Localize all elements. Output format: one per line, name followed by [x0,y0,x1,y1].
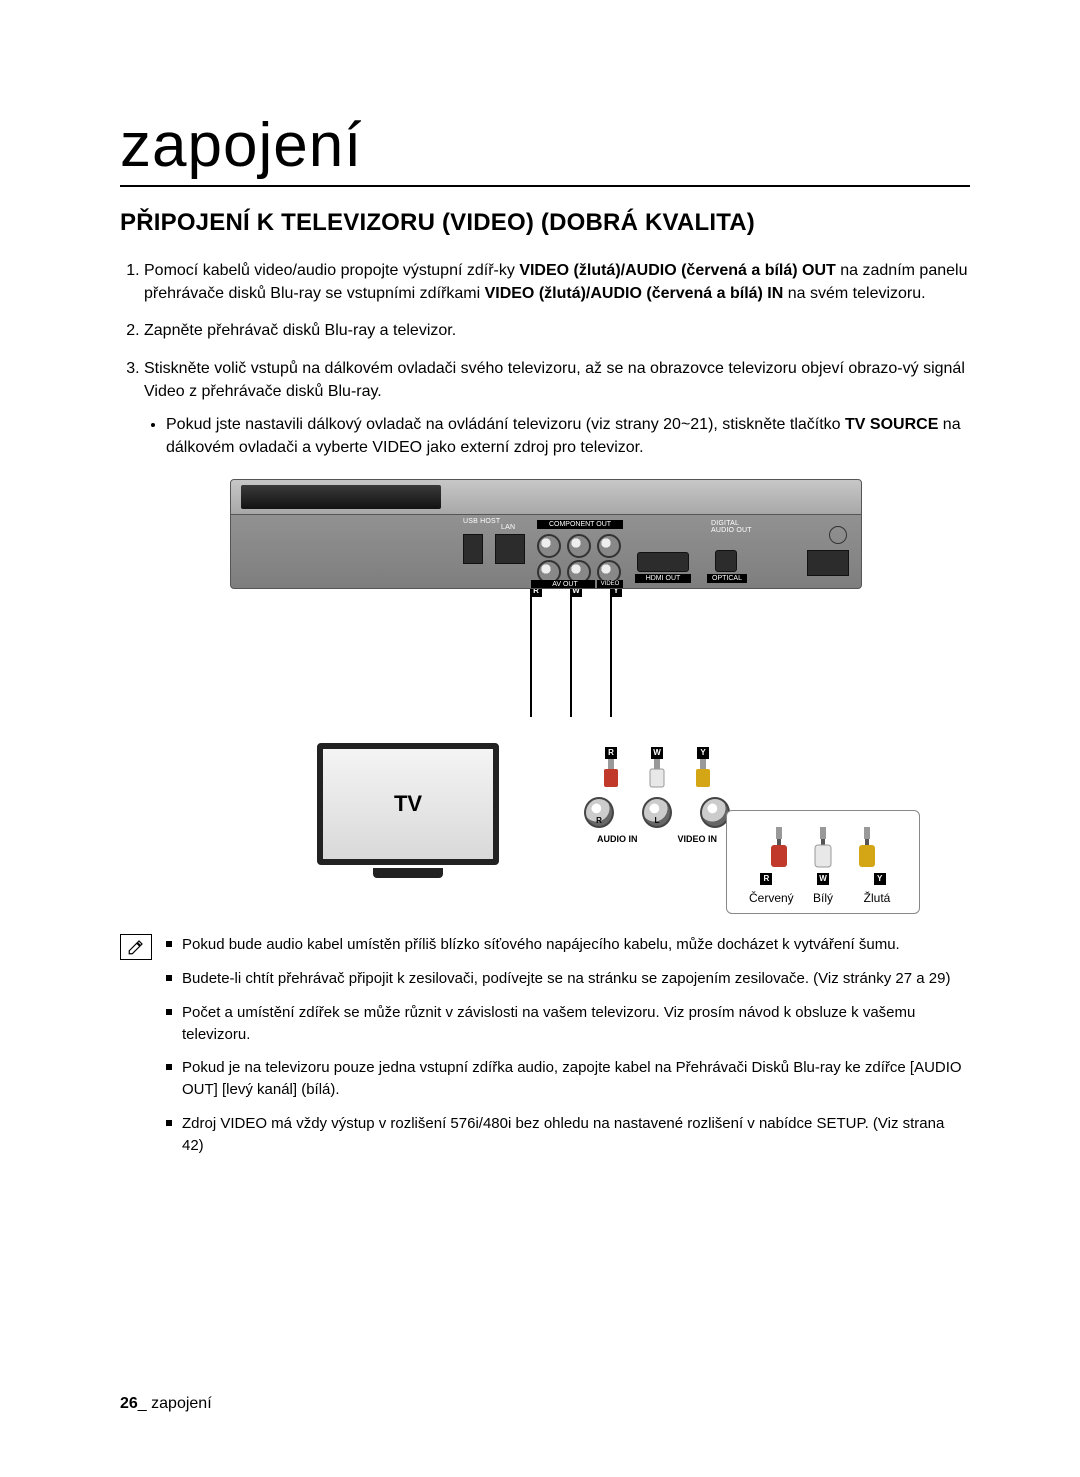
note-4: Pokud je na televizoru pouze jedna vstup… [166,1057,970,1101]
step3-b-a: Pokud jste nastavili dálkový ovladač na … [166,416,845,433]
legend-white: Bílý [803,891,843,905]
legend-tag-y: Y [874,873,886,885]
label-audio-in: AUDIO IN [597,834,638,844]
legend-plug-red-icon [768,827,790,871]
tag-r-bot: R [605,747,617,759]
step-2: Zapněte přehrávač disků Blu-ray a televi… [144,319,970,342]
cable-color-legend: R W Y Červený Bílý Žlutá [726,810,920,914]
note-icon [120,934,152,960]
step-1: Pomocí kabelů video/audio propojte výstu… [144,259,970,305]
step1-bold-d: VIDEO (žlutá)/AUDIO (červená a bílá) IN [485,285,784,302]
step3-text: Stiskněte volič vstupů na dálkovém ovlad… [144,360,965,400]
legend-tag-w: W [817,873,829,885]
note-3: Počet a umístění zdířek se může různit v… [166,1002,970,1046]
label-hdmi: HDMI OUT [635,574,691,583]
legend-red: Červený [749,891,789,905]
label-component: COMPONENT OUT [537,520,623,529]
label-lan: LAN [501,524,515,531]
note-5: Zdroj VIDEO má vždy výstup v rozlišení 5… [166,1113,970,1157]
page-footer: 26_ zapojení [120,1395,212,1413]
rca-plug-white-icon [648,759,666,789]
section-title: PŘIPOJENÍ K TELEVIZORU (VIDEO) (DOBRÁ KV… [120,209,970,237]
step-3: Stiskněte volič vstupů na dálkovém ovlad… [144,357,970,460]
notes-block: Pokud bude audio kabel umístěn příliš bl… [120,934,970,1168]
rca-plug-yellow-icon [694,759,712,789]
label-av-out: AV OUT [535,580,595,589]
tv-jack-r: R [584,797,614,828]
label-usb: USB HOST [463,518,500,525]
step1-text-e: na svém televizoru. [783,285,925,302]
footer-section: zapojení [151,1395,212,1412]
page-number: 26 [120,1395,138,1412]
rca-plug-red-icon [602,759,620,789]
player-rear-panel: USB HOST LAN COMPONENT OUT AUDIO OUT AV … [230,479,862,589]
tag-y-bot: Y [697,747,709,759]
label-video-in: VIDEO IN [677,834,717,844]
footer-sep: _ [138,1395,151,1412]
label-digital: DIGITAL AUDIO OUT [711,520,759,534]
legend-yellow: Žlutá [857,891,897,905]
tv-illustration: TV [313,743,503,878]
step1-bold-b: VIDEO (žlutá)/AUDIO (červená a bílá) OUT [519,262,836,279]
pencil-note-icon [127,938,145,956]
chapter-title: zapojení [120,110,970,187]
note-1: Pokud bude audio kabel umístěn příliš bl… [166,934,970,956]
legend-plug-yellow-icon [856,827,878,871]
tv-label: TV [394,791,422,817]
tv-jack-l: L [642,797,672,828]
legend-plug-white-icon [812,827,834,871]
label-video: VIDEO [597,580,623,588]
tag-w-bot: W [651,747,663,759]
note-2: Budete-li chtít přehrávač připojit k zes… [166,968,970,990]
step3-bullet: Pokud jste nastavili dálkový ovladač na … [166,413,970,459]
step1-text-a: Pomocí kabelů video/audio propojte výstu… [144,262,519,279]
legend-tag-r: R [760,873,772,885]
step3-b-b: TV SOURCE [845,416,938,433]
label-optical: OPTICAL [707,574,747,583]
steps-list: Pomocí kabelů video/audio propojte výstu… [120,259,970,459]
